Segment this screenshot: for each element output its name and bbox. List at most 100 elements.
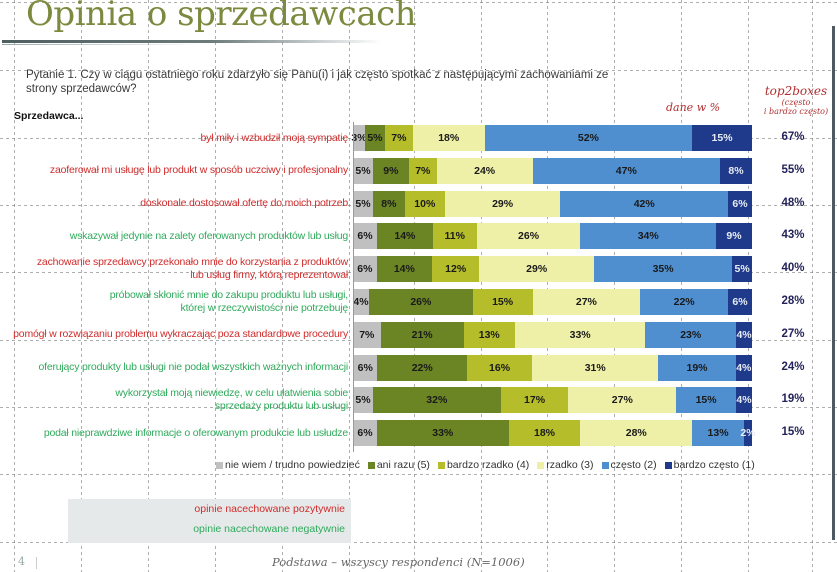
bar-segment: 19% bbox=[658, 354, 736, 381]
bar-row: 3% 5% 7% 18% 52% 15% bbox=[351, 125, 752, 151]
top2boxes-value: 15% bbox=[781, 426, 805, 439]
bar-row: 4% 26% 15% 27% 22% 6% bbox=[353, 289, 752, 315]
bar-segment: 26% bbox=[476, 223, 581, 250]
data-label: 52% bbox=[577, 132, 599, 144]
category-label: wykorzystał moją niewiedzę, w celu ułatw… bbox=[115, 387, 348, 413]
legend-label: ani razu (5) bbox=[376, 459, 430, 471]
bar-row: 5% 9% 7% 24% 47% 8% bbox=[353, 157, 752, 184]
top2boxes-value: 24% bbox=[781, 360, 805, 373]
sentiment-key-box: opinie nacechowane pozytywnie opinie nac… bbox=[68, 499, 351, 543]
bar-segment: 29% bbox=[444, 190, 561, 217]
data-label: 32% bbox=[426, 394, 448, 407]
category-label: oferujący produkty lub usługi nie podał … bbox=[38, 361, 348, 374]
bar-segment: 31% bbox=[532, 354, 659, 381]
bar-segment: 9% bbox=[372, 157, 409, 184]
data-label: 6% bbox=[357, 427, 373, 440]
data-label: 7% bbox=[415, 164, 431, 177]
bar-segment: 2% bbox=[740, 420, 756, 447]
legend-item: bardzo rzadko (4) bbox=[437, 459, 530, 471]
bar-segment: 15% bbox=[692, 125, 752, 151]
bar-segment: 13% bbox=[463, 321, 515, 348]
top2boxes-value: 48% bbox=[781, 196, 805, 209]
bar-segment: 3% bbox=[351, 125, 367, 151]
top2boxes-value: 27% bbox=[781, 327, 805, 340]
data-label: 29% bbox=[526, 263, 548, 276]
bar-segment: 15% bbox=[472, 289, 533, 315]
category-label-line: oferujący produkty lub usługi nie podał … bbox=[38, 361, 348, 374]
data-label: 14% bbox=[393, 263, 415, 276]
page-number-separator bbox=[36, 557, 37, 569]
data-label: 5% bbox=[355, 394, 371, 407]
category-label: zachowanie sprzedawcy przekonało mnie do… bbox=[37, 256, 348, 282]
legend-swatch bbox=[437, 461, 445, 469]
bar-segment: 6% bbox=[728, 190, 752, 217]
category-label-line: wskazywał jedynie na zalety oferowanych … bbox=[69, 229, 348, 242]
bar-segment: 10% bbox=[404, 190, 445, 217]
bar-segment: 22% bbox=[377, 354, 467, 381]
data-label: 47% bbox=[615, 164, 637, 177]
data-label: 22% bbox=[673, 296, 695, 308]
bar-segment: 34% bbox=[580, 223, 717, 250]
category-label: wskazywał jedynie na zalety oferowanych … bbox=[70, 230, 348, 243]
legend-label: często (2) bbox=[610, 459, 657, 471]
category-label-line: której w rzeczywistości nie potrzebuję bbox=[180, 302, 349, 314]
data-label: 17% bbox=[524, 394, 546, 407]
category-label-line: zaoferował mi usługę lub produkt w sposó… bbox=[49, 164, 348, 177]
category-label-line: lub usług firmy, którą reprezentował bbox=[190, 269, 348, 282]
bar-segment: 4% bbox=[736, 387, 752, 414]
bar-segment: 29% bbox=[479, 256, 594, 283]
top2boxes-title: top2boxes bbox=[764, 84, 828, 98]
bar-segment: 4% bbox=[736, 321, 752, 348]
data-label: 33% bbox=[432, 427, 454, 440]
data-label: 4% bbox=[736, 394, 752, 407]
data-label: 28% bbox=[625, 427, 647, 440]
category-label-line: był miły i wzbudził moją sympatię bbox=[200, 131, 349, 144]
data-label: 5% bbox=[367, 132, 383, 144]
category-label-line: zachowanie sprzedawcy przekonało mnie do… bbox=[36, 256, 348, 269]
bar-segment: 18% bbox=[412, 125, 485, 151]
data-label: 15% bbox=[711, 132, 733, 144]
legend-label: rzadko (3) bbox=[546, 459, 594, 471]
bar-segment: 32% bbox=[372, 387, 501, 414]
bar-segment: 33% bbox=[376, 420, 509, 447]
legend-item: często (2) bbox=[601, 459, 657, 471]
data-label: 33% bbox=[569, 328, 591, 341]
bar-segment: 6% bbox=[353, 223, 377, 250]
category-label: był miły i wzbudził moją sympatię bbox=[200, 131, 349, 145]
category-label-line: doskonale dostosował ofertę do moich pot… bbox=[140, 197, 348, 210]
bar-row: 7% 21% 13% 33% 23% 4% bbox=[353, 321, 752, 348]
bar-segment: 4% bbox=[735, 354, 752, 381]
units-note: dane w % bbox=[666, 101, 721, 114]
data-label: 13% bbox=[478, 328, 500, 341]
top2boxes-value: 43% bbox=[781, 229, 805, 242]
data-label: 14% bbox=[394, 230, 416, 243]
bar-segment: 8% bbox=[372, 190, 405, 217]
data-label: 5% bbox=[355, 197, 371, 210]
bar-row: 5% 8% 10% 29% 42% 6% bbox=[353, 190, 752, 217]
category-label-line: próbował skłonić mnie do zakupu produktu… bbox=[109, 289, 348, 301]
bar-segment: 7% bbox=[384, 125, 413, 151]
data-label: 3% bbox=[351, 132, 367, 144]
data-label: 22% bbox=[411, 361, 433, 374]
data-label: 24% bbox=[474, 164, 496, 177]
bar-segment: 7% bbox=[408, 157, 437, 184]
bar-segment: 14% bbox=[376, 223, 433, 250]
bar-segment: 47% bbox=[532, 157, 721, 184]
data-label: 18% bbox=[533, 427, 555, 440]
data-label: 7% bbox=[359, 328, 375, 341]
legend-label: bardzo rzadko (4) bbox=[446, 459, 530, 471]
data-label: 5% bbox=[734, 263, 750, 276]
data-label: 6% bbox=[357, 230, 373, 243]
bar-segment: 12% bbox=[431, 256, 480, 283]
key-positive: opinie nacechowane pozytywnie bbox=[194, 503, 345, 515]
data-label: 6% bbox=[357, 361, 373, 374]
bar-segment: 6% bbox=[728, 289, 752, 315]
title-underline bbox=[2, 40, 382, 43]
bar-row: 6% 33% 18% 28% 13% 2% bbox=[353, 420, 756, 447]
data-label: 2% bbox=[740, 427, 756, 440]
legend-item: nie wiem / trudno powiedzieć bbox=[216, 459, 360, 471]
top2boxes-value: 55% bbox=[781, 163, 805, 176]
bar-segment: 26% bbox=[368, 289, 473, 315]
category-label-line: wykorzystał moją niewiedzę, w celu ułatw… bbox=[115, 387, 348, 400]
top2boxes-subtitle-2: i bardzo często) bbox=[763, 107, 829, 116]
